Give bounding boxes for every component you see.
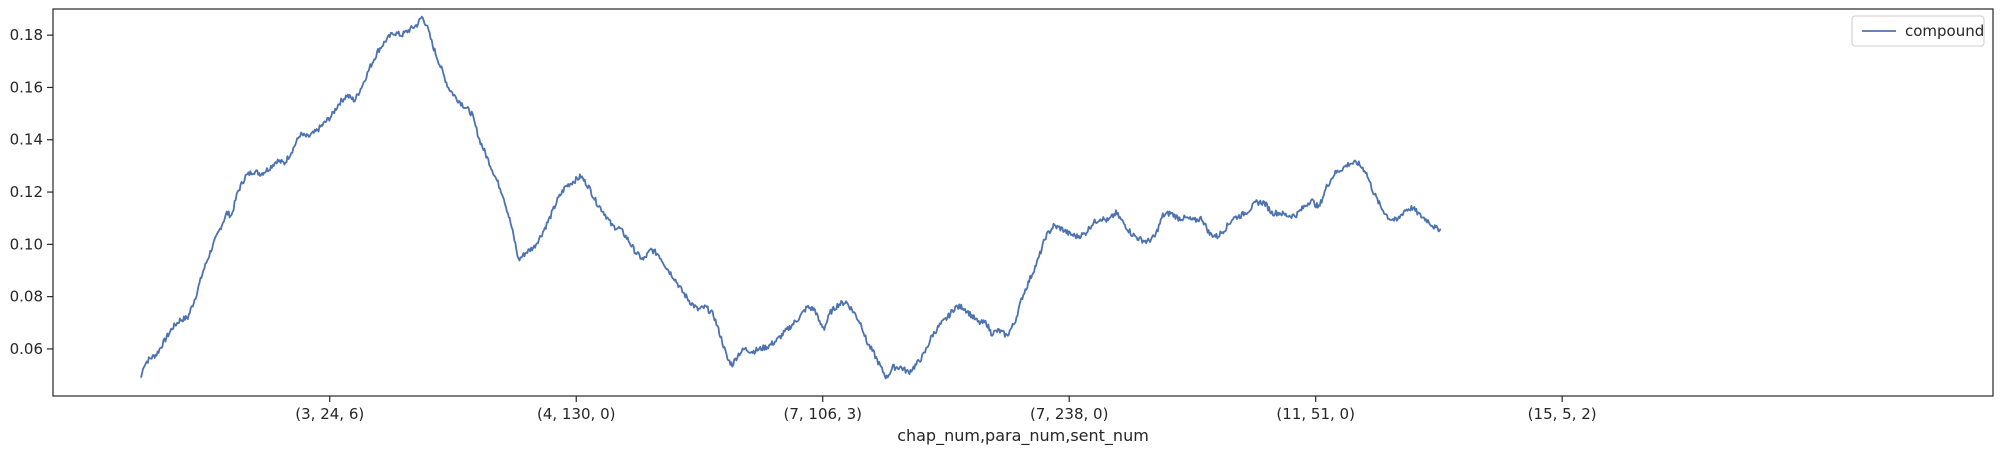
x-tick-label: (3, 24, 6) bbox=[295, 405, 364, 423]
plot-frame bbox=[52, 8, 1994, 397]
y-tick-label: 0.10 bbox=[10, 235, 43, 253]
y-axis: 0.06 0.08 0.10 0.12 0.14 0.16 0.18 bbox=[10, 26, 53, 358]
x-tick-label: (4, 130, 0) bbox=[537, 405, 616, 423]
plot-background bbox=[53, 9, 1993, 396]
series-line-compound bbox=[140, 15, 1442, 380]
legend: compound bbox=[1851, 15, 1985, 47]
x-tick-label: (15, 5, 2) bbox=[1528, 405, 1597, 423]
y-tick-label: 0.08 bbox=[10, 288, 43, 306]
x-tick-label: (7, 106, 3) bbox=[783, 405, 862, 423]
y-tick-label: 0.14 bbox=[10, 131, 43, 149]
x-tick-label: (7, 238, 0) bbox=[1030, 405, 1109, 423]
legend-label-compound: compound bbox=[1905, 22, 1984, 40]
x-axis: (3, 24, 6) (4, 130, 0) (7, 106, 3) (7, 238,… bbox=[295, 396, 1597, 423]
y-tick-label: 0.06 bbox=[10, 340, 43, 358]
x-axis-title: chap_num,para_num,sent_num bbox=[897, 426, 1149, 446]
legend-box bbox=[1851, 15, 1985, 47]
x-tick-label: (11, 51, 0) bbox=[1276, 405, 1355, 423]
y-tick-label: 0.12 bbox=[10, 183, 43, 201]
y-tick-label: 0.16 bbox=[10, 78, 43, 96]
y-tick-label: 0.18 bbox=[10, 26, 43, 44]
